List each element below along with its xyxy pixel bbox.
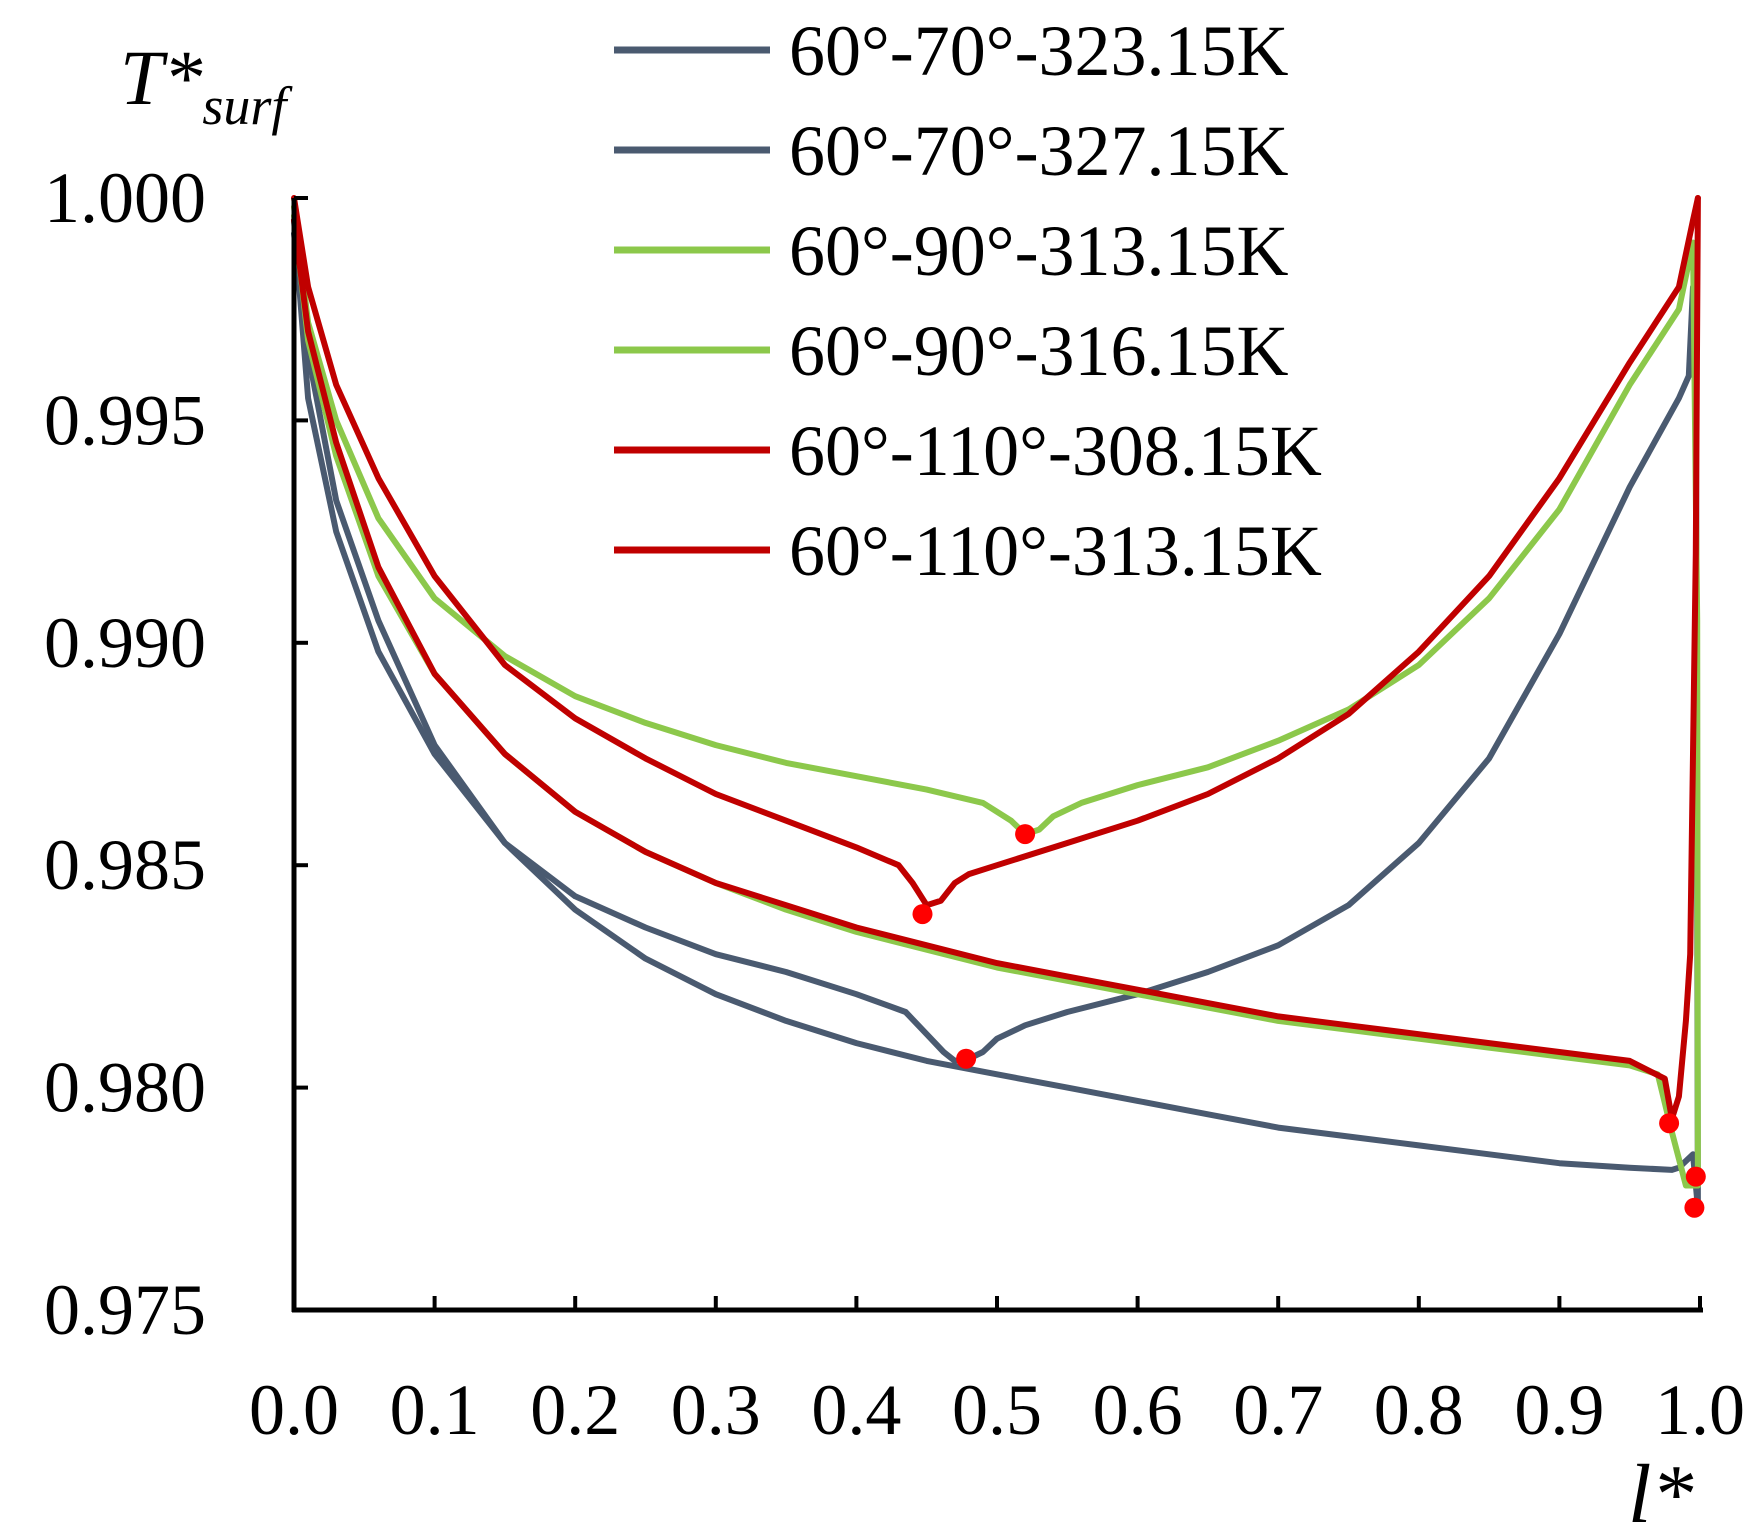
marker-layer [912,824,1706,1218]
marker-point-2 [912,904,933,925]
x-tick-label: 0.1 [390,1370,480,1450]
legend-label-60-70-327-15k: 60°-70°-327.15K [789,111,1289,191]
y-tick-label: 0.985 [44,825,206,905]
marker-point-3 [956,1048,977,1069]
y-tick-label: 1.000 [44,158,206,238]
x-tick-label: 0.6 [1093,1370,1183,1450]
series-line-60-110-308-15k [291,195,1701,909]
y-axis-title-sub: surf [202,76,293,136]
legend-label-60-90-313-15k: 60°-90°-313.15K [789,211,1289,291]
x-tick-label: 0.4 [811,1370,901,1450]
y-tick-label: 0.990 [44,603,206,683]
x-tick-label: 1.0 [1655,1370,1745,1450]
marker-point-5 [1685,1166,1706,1187]
marker-point-1 [1015,824,1036,845]
series-line-60-110-313-15k [291,195,1701,1122]
y-tick-label: 0.980 [44,1048,206,1128]
x-tick-label: 0.2 [530,1370,620,1450]
x-tick-label: 0.7 [1233,1370,1323,1450]
x-tick-label: 0.0 [249,1370,339,1450]
legend-label-60-110-313-15k: 60°-110°-313.15K [789,511,1322,591]
y-tick-label: 0.975 [44,1270,206,1350]
marker-point-6 [1684,1197,1705,1218]
x-tick-label: 0.8 [1374,1370,1464,1450]
series-line-60-70-323-15k [291,217,1701,1211]
x-axis-title: l* [1628,1448,1693,1538]
legend-label-60-110-308-15k: 60°-110°-308.15K [789,411,1322,491]
series-line-60-70-327-15k [291,230,1701,1211]
legend-label-60-90-316-15k: 60°-90°-316.15K [789,311,1289,391]
tick-layer: 0.0 0.1 0.2 0.3 0.4 0.5 0.6 0.7 0.8 0.9 1.0 0.975 0.… [44,158,1745,1450]
y-tick-label: 0.995 [44,380,206,460]
legend-label-60-70-323-15k: 60°-70°-323.15K [789,11,1289,91]
marker-point-4 [1659,1113,1680,1134]
x-tick-label: 0.3 [671,1370,761,1450]
legend: 60°-70°-323.15K 60°-70°-327.15K 60°-90°-31… [614,11,1322,591]
x-tick-label: 0.5 [952,1370,1042,1450]
y-axis-title: T*surf [120,34,293,136]
y-axis-title-main: T* [120,34,202,121]
x-tick-label: 0.9 [1514,1370,1604,1450]
